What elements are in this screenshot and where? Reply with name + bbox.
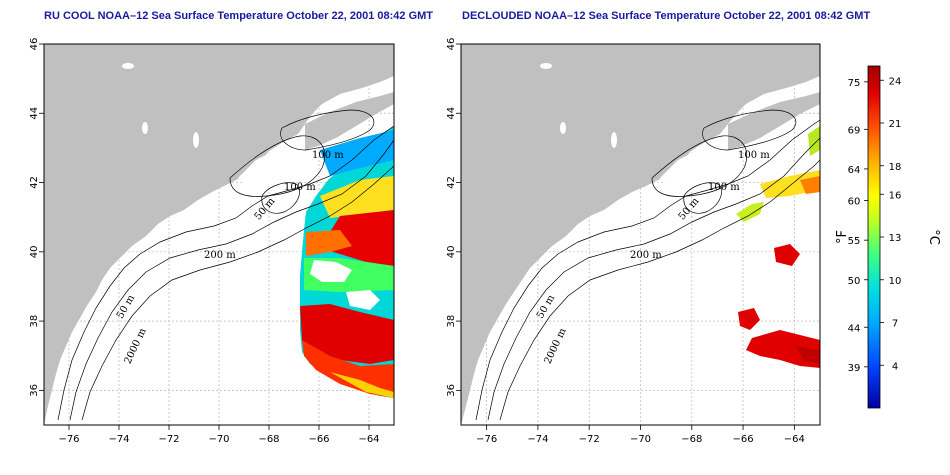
contour-label: 100 m: [738, 150, 770, 161]
bathymetry-contours-right: [475, 109, 820, 421]
sst-swath-right: [736, 126, 820, 368]
x-tick-label: −64: [358, 434, 379, 445]
celsius-label: °C: [926, 229, 941, 245]
celsius-tick-label: 24: [889, 76, 902, 87]
fahrenheit-tick-label: 50: [848, 276, 861, 287]
contour-label: 200 m: [204, 250, 236, 261]
colorbar-ticks: 24 21 18 16 13 10 7 4 75 69 64 60 55 50 44 39: [848, 76, 902, 374]
fahrenheit-tick-label: 55: [848, 236, 861, 247]
y-tick-label: 36: [446, 384, 457, 397]
fahrenheit-tick-label: 44: [848, 323, 861, 334]
y-tick-label: 42: [29, 176, 40, 189]
fahrenheit-tick-label: 60: [848, 197, 861, 208]
contour-label: 100 m: [708, 182, 740, 193]
x-tick-label: −68: [681, 434, 702, 445]
x-tick-label: −64: [784, 434, 805, 445]
sst-map-declouded: 100 m 100 m 50 m 200 m 50 m 2000 m: [461, 44, 820, 425]
x-tick-label: −70: [208, 434, 229, 445]
title-right: DECLOUDED NOAA–12 Sea Surface Temperatur…: [462, 10, 871, 22]
y-tick-label: 44: [29, 107, 40, 120]
bathymetry-contours-left: [57, 109, 394, 421]
y-tick-label: 40: [29, 245, 40, 258]
axis-ticks-left: −76 −74 −72 −70 −68 −66 −64 36 38 40 42 44 46: [29, 38, 380, 445]
x-tick-label: −72: [579, 434, 600, 445]
celsius-tick-label: 16: [889, 190, 902, 201]
celsius-tick-label: 10: [889, 276, 902, 287]
x-tick-label: −66: [308, 434, 329, 445]
x-tick-label: −76: [58, 434, 79, 445]
celsius-tick-label: 7: [892, 319, 898, 330]
y-tick-label: 38: [446, 315, 457, 328]
x-tick-label: −76: [476, 434, 497, 445]
y-tick-label: 38: [29, 315, 40, 328]
x-tick-label: −68: [258, 434, 279, 445]
y-tick-label: 40: [446, 245, 457, 258]
celsius-tick-label: 13: [889, 233, 902, 244]
y-tick-label: 44: [446, 107, 457, 120]
x-tick-label: −74: [527, 434, 548, 445]
x-tick-label: −72: [158, 434, 179, 445]
celsius-tick-label: 18: [889, 162, 902, 173]
axis-ticks-right: −76 −74 −72 −70 −68 −66 −64 36 38 40 42 44 46: [446, 38, 805, 445]
title-left: RU COOL NOAA–12 Sea Surface Temperature …: [44, 10, 434, 22]
x-tick-label: −74: [108, 434, 129, 445]
contour-label: 100 m: [284, 182, 316, 193]
contour-label: 100 m: [312, 150, 344, 161]
x-tick-label: −66: [733, 434, 754, 445]
colorbar-gradient: [867, 65, 881, 409]
y-tick-label: 46: [446, 38, 457, 51]
fahrenheit-tick-label: 39: [848, 363, 861, 374]
colorbar: 24 21 18 16 13 10 7 4 75 69 64 60 55 50 44 39 °F °C: [835, 65, 941, 409]
celsius-tick-label: 21: [889, 119, 902, 130]
y-tick-label: 36: [29, 384, 40, 397]
fahrenheit-tick-label: 69: [848, 125, 861, 136]
y-tick-label: 42: [446, 176, 457, 189]
y-tick-label: 46: [29, 38, 40, 51]
land-mass-left: [44, 44, 394, 425]
land-mass-right: [461, 44, 820, 425]
celsius-tick-label: 4: [892, 361, 898, 372]
sst-swath-left: [300, 126, 394, 398]
contour-label: 200 m: [630, 250, 662, 261]
x-tick-label: −70: [630, 434, 651, 445]
fahrenheit-label: °F: [835, 230, 850, 244]
sst-map-raw: 100 m 100 m 50 m 200 m 50 m 2000 m: [44, 44, 394, 425]
fahrenheit-tick-label: 75: [848, 78, 861, 89]
fahrenheit-tick-label: 64: [848, 165, 861, 176]
